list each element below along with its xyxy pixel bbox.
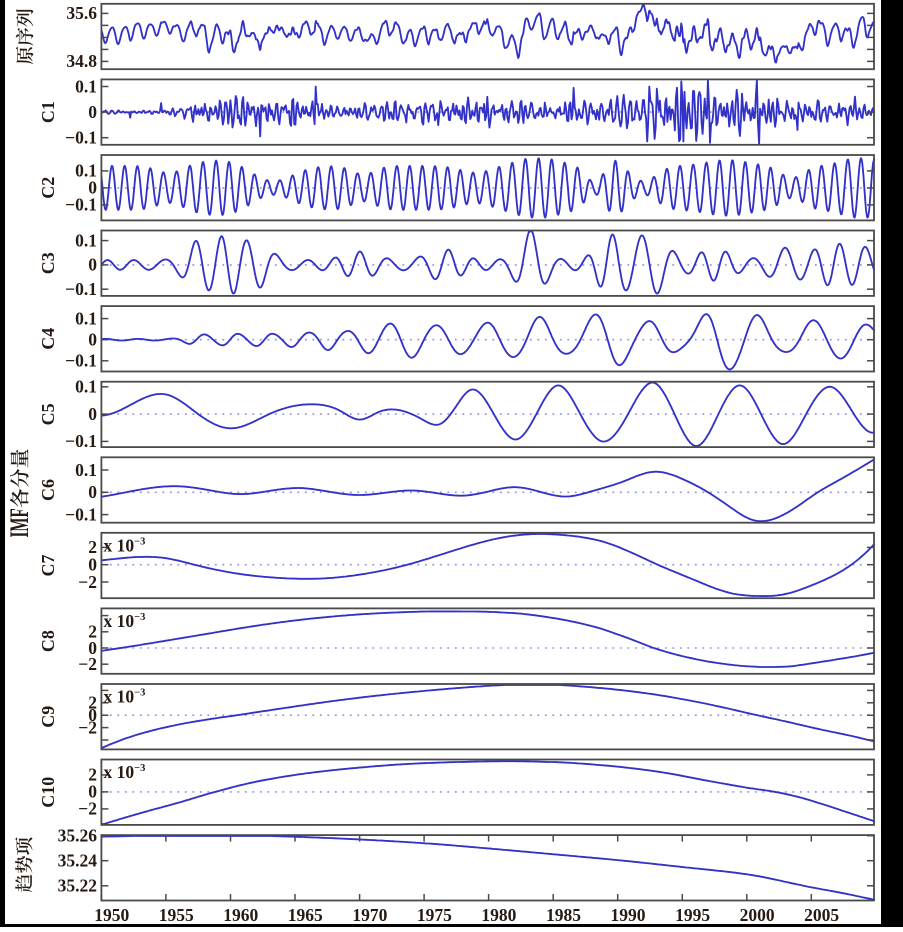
svg-text:−0.1: −0.1 — [65, 128, 97, 148]
svg-text:−2: −2 — [78, 717, 97, 737]
svg-text:0: 0 — [88, 255, 97, 275]
svg-text:0: 0 — [88, 178, 97, 198]
svg-text:C2: C2 — [38, 177, 58, 199]
svg-text:−0.1: −0.1 — [65, 504, 97, 524]
svg-text:1970: 1970 — [352, 905, 387, 925]
svg-text:0.1: 0.1 — [75, 161, 97, 181]
svg-text:2000: 2000 — [740, 905, 775, 925]
svg-text:−2: −2 — [78, 799, 97, 819]
svg-text:0: 0 — [88, 482, 97, 502]
svg-text:2: 2 — [88, 693, 97, 713]
svg-text:2: 2 — [88, 537, 97, 557]
svg-text:1995: 1995 — [675, 905, 710, 925]
svg-text:1950: 1950 — [94, 905, 129, 925]
svg-text:C9: C9 — [38, 706, 58, 728]
svg-text:−2: −2 — [78, 654, 97, 674]
svg-text:−2: −2 — [78, 572, 97, 592]
svg-text:−0.1: −0.1 — [65, 195, 97, 215]
svg-text:0.1: 0.1 — [75, 377, 97, 397]
svg-text:0.1: 0.1 — [75, 230, 97, 250]
svg-text:1980: 1980 — [481, 905, 516, 925]
svg-text:1960: 1960 — [223, 905, 258, 925]
svg-text:1965: 1965 — [288, 905, 323, 925]
svg-text:C10: C10 — [38, 777, 58, 808]
svg-text:0: 0 — [88, 782, 97, 802]
svg-text:34.8: 34.8 — [66, 51, 97, 71]
svg-text:35.26: 35.26 — [58, 826, 98, 846]
svg-text:0: 0 — [88, 102, 97, 122]
svg-text:1955: 1955 — [159, 905, 194, 925]
svg-text:0.1: 0.1 — [75, 460, 97, 480]
svg-text:35.24: 35.24 — [58, 851, 98, 871]
svg-text:0.1: 0.1 — [75, 308, 97, 328]
svg-text:35.22: 35.22 — [58, 876, 97, 896]
svg-text:35.6: 35.6 — [66, 3, 97, 23]
svg-text:C8: C8 — [38, 630, 58, 652]
svg-text:1975: 1975 — [417, 905, 452, 925]
svg-text:1985: 1985 — [546, 905, 581, 925]
svg-text:C5: C5 — [38, 403, 58, 425]
svg-text:2005: 2005 — [804, 905, 839, 925]
svg-text:0: 0 — [88, 638, 97, 658]
svg-text:2: 2 — [88, 622, 97, 642]
svg-text:C4: C4 — [38, 328, 58, 350]
svg-text:−0.1: −0.1 — [65, 431, 97, 451]
svg-text:0: 0 — [88, 330, 97, 350]
svg-text:C3: C3 — [38, 252, 58, 274]
svg-text:C7: C7 — [38, 555, 58, 577]
svg-text:−0.1: −0.1 — [65, 351, 97, 371]
svg-text:0: 0 — [88, 404, 97, 424]
svg-text:2: 2 — [88, 765, 97, 785]
svg-text:−0.1: −0.1 — [65, 279, 97, 299]
svg-text:1990: 1990 — [611, 905, 646, 925]
svg-text:C1: C1 — [38, 101, 58, 123]
svg-text:0.1: 0.1 — [75, 76, 97, 96]
svg-text:0: 0 — [88, 555, 97, 575]
svg-text:0: 0 — [88, 705, 97, 725]
svg-text:C6: C6 — [38, 479, 58, 501]
